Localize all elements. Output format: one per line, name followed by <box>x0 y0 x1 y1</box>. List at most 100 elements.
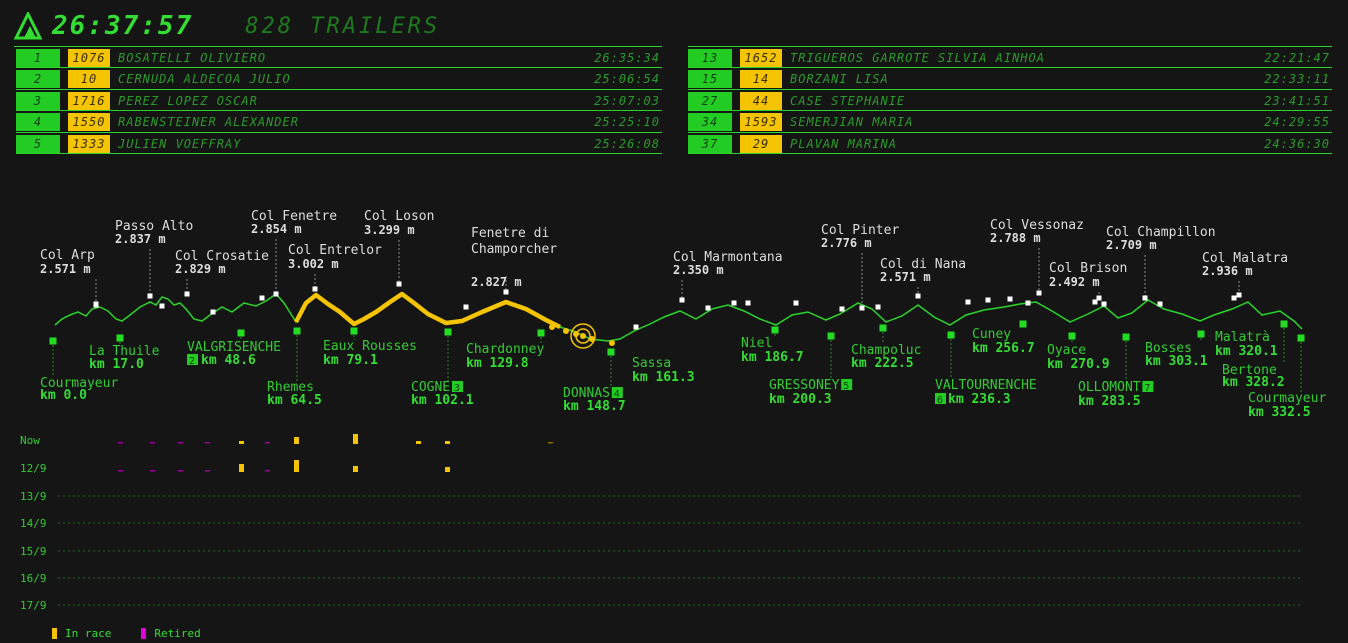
in-race-bar[interactable] <box>294 460 299 472</box>
leader-row[interactable]: 37 29 PLAVAN MARINA 24:36:30 <box>688 134 1332 154</box>
leader-row[interactable]: 3 1716 PEREZ LOPEZ OSCAR 25:07:03 <box>16 91 662 111</box>
retired-bar[interactable] <box>150 470 155 472</box>
col-name: Col Champillon <box>1106 225 1216 240</box>
retired-bar[interactable] <box>150 442 155 444</box>
col-point <box>273 291 279 297</box>
aid-point <box>731 300 737 306</box>
leader-ring-inner[interactable] <box>575 328 591 344</box>
checkpoint[interactable]: COGNE 3km 102.1 <box>411 328 474 409</box>
aid-point <box>259 295 265 301</box>
checkpoint[interactable]: VALTOURNENCHE 6 km 236.3 <box>935 331 1037 408</box>
col-name: Col di Nana <box>880 257 966 272</box>
runner-dot[interactable] <box>549 324 555 330</box>
checkpoint-point <box>1122 333 1130 341</box>
col-point <box>184 291 190 297</box>
retired-bar[interactable] <box>265 470 270 472</box>
checkpoint-name: Champoluc <box>851 343 921 358</box>
aid-point <box>985 297 991 303</box>
bib-cell: 1550 <box>68 113 110 131</box>
rank-cell: 4 <box>16 113 60 131</box>
col-altitude: 2.837 m <box>115 232 166 246</box>
leader-row[interactable]: 1 1076 BOSATELLI OLIVIERO 26:35:34 <box>16 48 662 68</box>
in-race-bar[interactable] <box>353 434 358 444</box>
retired-bar[interactable] <box>205 470 210 472</box>
leader-row[interactable]: 13 1652 TRIGUEROS GARROTE SILVIA AINHOA 22:… <box>688 48 1332 68</box>
leader-row[interactable]: 5 1333 JULIEN VOEFFRAY 25:26:08 <box>16 134 662 154</box>
leader-row[interactable]: 2 10 CERNUDA ALDECOA JULIO 25:06:54 <box>16 70 662 90</box>
in-race-bar[interactable] <box>353 466 358 472</box>
leader-row[interactable]: 4 1550 RABENSTEINER ALEXANDER 25:25:10 <box>16 113 662 133</box>
col-point <box>147 293 153 299</box>
bib-cell: 44 <box>740 91 782 110</box>
retired-bar[interactable] <box>118 442 123 444</box>
in-race-bar[interactable] <box>239 441 244 444</box>
checkpoint-name: Chardonney <box>466 342 544 357</box>
runner-dot[interactable] <box>563 328 569 334</box>
in-race-bar[interactable] <box>294 437 299 444</box>
runner-name: JULIEN VOEFFRAY <box>118 136 242 151</box>
leader-row[interactable]: 27 44 CASE STEPHANIE 23:41:51 <box>688 91 1332 111</box>
checkpoint[interactable]: GRESSONEY 5 km 200.3 <box>769 332 853 408</box>
in-race-bar[interactable] <box>548 442 553 444</box>
rank-cell: 5 <box>16 134 60 153</box>
leader-row[interactable]: 34 1593 SEMERJIAN MARIA 24:29:55 <box>688 113 1332 133</box>
retired-bar[interactable] <box>265 442 270 444</box>
checkpoint[interactable]: OLLOMONT 7km 283.5 <box>1078 333 1154 410</box>
runner-time: 25:06:54 <box>594 72 660 86</box>
leader-row[interactable]: 15 14 BORZANI LISA 22:33:11 <box>688 70 1332 90</box>
retired-bar[interactable] <box>178 442 183 444</box>
runner-dot[interactable] <box>609 340 615 346</box>
checkpoint-km: km 320.1 <box>1215 344 1278 359</box>
col-altitude: 2.571 m <box>880 270 931 284</box>
col-point <box>396 281 402 287</box>
header: 26:37:57 828 TRAILERS <box>14 8 440 44</box>
retired-bar[interactable] <box>118 470 123 472</box>
runner-name: TRIGUEROS GARROTE SILVIA AINHOA <box>790 50 1045 65</box>
col-point <box>1096 295 1102 301</box>
bib-cell: 1333 <box>68 134 110 153</box>
in-race-bar[interactable] <box>445 467 450 472</box>
leader-dot[interactable] <box>580 333 586 339</box>
rank-cell: 15 <box>688 70 732 88</box>
retired-bar[interactable] <box>205 442 210 444</box>
divider-left <box>14 46 662 47</box>
in-race-bar[interactable] <box>445 441 450 444</box>
in-race-bar[interactable] <box>416 441 421 444</box>
runner-name: CERNUDA ALDECOA JULIO <box>118 72 291 86</box>
bib-cell: 1716 <box>68 91 110 110</box>
col-altitude: 2.827 m <box>471 275 522 289</box>
checkpoint[interactable]: DONNAS 4km 148.7 <box>563 348 626 415</box>
in-race-bar[interactable] <box>239 464 244 472</box>
runner-time: 25:26:08 <box>594 136 660 151</box>
retired-bar[interactable] <box>178 470 183 472</box>
